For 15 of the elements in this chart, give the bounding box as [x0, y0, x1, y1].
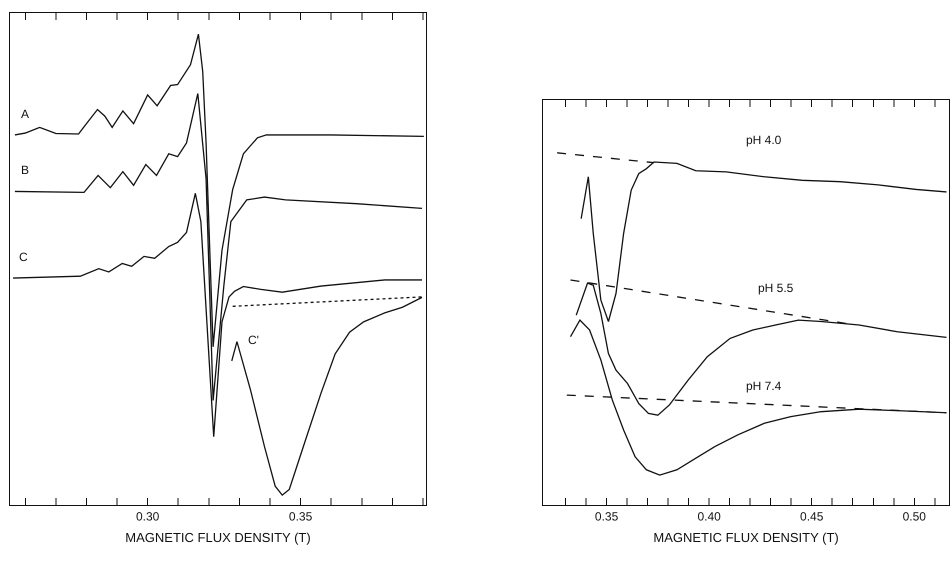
- text: pH 5.5: [758, 281, 794, 295]
- x-tick-label: 0.45: [800, 510, 824, 524]
- series-label: A: [21, 107, 30, 121]
- x-tick-label: 0.35: [288, 510, 313, 524]
- text: pH 4.0: [746, 133, 782, 147]
- x-tick-label: 0.30: [136, 510, 160, 524]
- x-tick-label: 0.40: [697, 510, 722, 524]
- x-tick-label: 0.50: [902, 510, 926, 524]
- x-axis-title: MAGNETIC FLUX DENSITY (T): [653, 530, 839, 546]
- x-tick-label: 0.35: [594, 510, 619, 524]
- text: pH 7.4: [746, 379, 782, 393]
- series-label: B: [21, 163, 30, 177]
- series-label: C': [248, 333, 259, 347]
- series-label: C: [19, 250, 28, 264]
- x-axis-title: MAGNETIC FLUX DENSITY (T): [125, 530, 311, 546]
